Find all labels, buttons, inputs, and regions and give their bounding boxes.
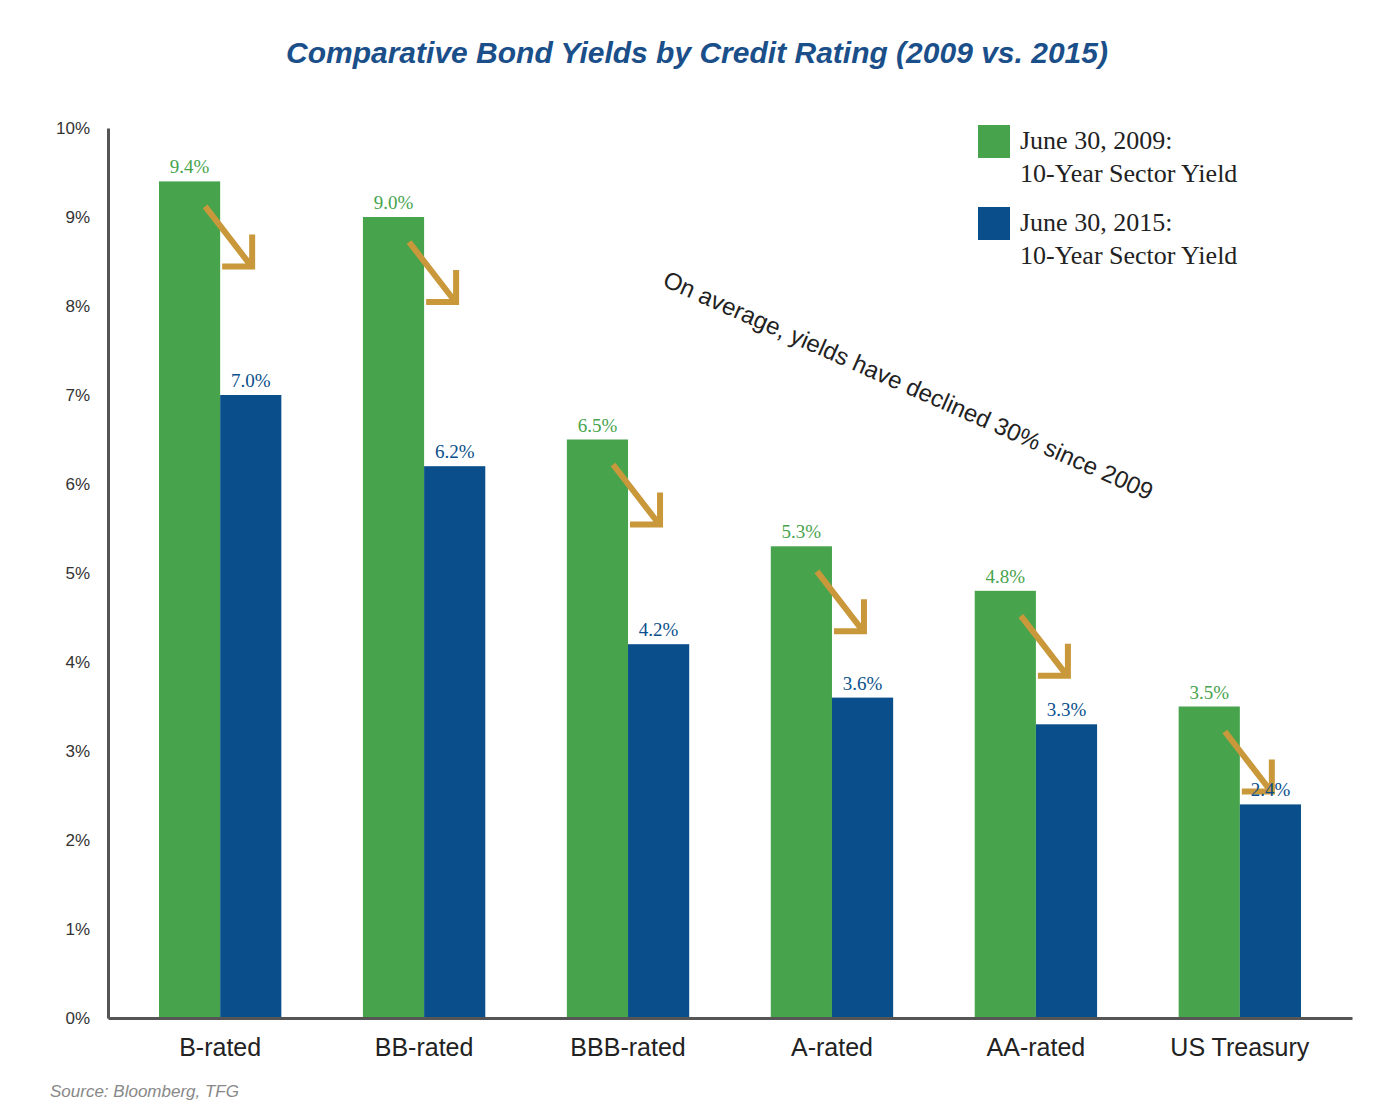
tick: 7% xyxy=(65,386,108,405)
legend-swatch xyxy=(978,207,1010,240)
tick-label: 10% xyxy=(56,119,90,138)
tick-label: BB-rated xyxy=(375,1033,474,1061)
data-label: 3.6% xyxy=(843,673,883,694)
title: Comparative Bond Yields by Credit Rating… xyxy=(286,36,1108,69)
data-label: 4.8% xyxy=(986,566,1026,587)
tick: 9% xyxy=(65,208,108,227)
arrow xyxy=(1021,616,1068,676)
tick-label: A-rated xyxy=(791,1033,873,1061)
bar xyxy=(975,591,1036,1018)
chart: Comparative Bond Yields by Credit Rating… xyxy=(0,0,1394,1120)
tick: 8% xyxy=(65,297,108,316)
tick-label: 5% xyxy=(65,564,90,583)
data-label: 4.2% xyxy=(639,619,679,640)
data-label: 6.5% xyxy=(578,415,618,436)
bars xyxy=(159,181,1301,1018)
tick: 3% xyxy=(65,742,108,761)
data-label: 6.2% xyxy=(435,441,475,462)
bar xyxy=(1179,707,1240,1019)
tick: BB-rated xyxy=(375,1018,474,1061)
tick: A-rated xyxy=(791,1018,873,1061)
bar xyxy=(159,181,220,1018)
bar xyxy=(567,440,628,1019)
bar xyxy=(220,395,281,1018)
tick-label: AA-rated xyxy=(987,1033,1086,1061)
tick: 4% xyxy=(65,653,108,672)
legend-label: June 30, 2015:10-Year Sector Yield xyxy=(1020,208,1237,270)
tick: US Treasury xyxy=(1170,1018,1309,1061)
data-label: 7.0% xyxy=(231,370,271,391)
x-axis: B-rated BB-rated BBB-rated A-rated AA-rated U… xyxy=(109,1018,1353,1061)
tick: 0% xyxy=(65,1009,108,1028)
arrow xyxy=(205,206,252,266)
tick: 2% xyxy=(65,831,108,850)
data-label: 5.3% xyxy=(782,521,822,542)
tick-label: 4% xyxy=(65,653,90,672)
data-label: 2.4% xyxy=(1251,779,1291,800)
data-label: 3.5% xyxy=(1189,682,1229,703)
tick-label: 8% xyxy=(65,297,90,316)
data-labels: 9.4% 9.0% 6.5% 5.3% 4.8% 3.5% 7.0% 6.2% 4.2% 3.6%… xyxy=(170,156,1291,800)
tick-label: 0% xyxy=(65,1009,90,1028)
bar xyxy=(1036,724,1097,1018)
tick-label: 7% xyxy=(65,386,90,405)
arrow xyxy=(613,465,660,525)
tick: AA-rated xyxy=(987,1018,1086,1061)
axis-line xyxy=(107,129,110,1019)
tick-label: 9% xyxy=(65,208,90,227)
bar xyxy=(628,644,689,1018)
tick: 10% xyxy=(56,119,108,138)
arrow xyxy=(409,242,456,302)
tick: BBB-rated xyxy=(570,1018,685,1061)
tick-label: 3% xyxy=(65,742,90,761)
data-label: 9.4% xyxy=(170,156,210,177)
axis-line xyxy=(109,1017,1353,1020)
legend-swatch xyxy=(978,125,1010,158)
legend-label: June 30, 2009:10-Year Sector Yield xyxy=(1020,126,1237,188)
tick: 1% xyxy=(65,920,108,939)
bar xyxy=(832,698,893,1018)
tick-label: BBB-rated xyxy=(570,1033,685,1061)
arrow xyxy=(817,571,864,631)
y-axis: 0% 1% 2% 3% 4% 5% 6% 7% 8% 9% 10% xyxy=(56,119,109,1028)
bar xyxy=(1240,804,1301,1018)
tick: 6% xyxy=(65,475,108,494)
data-label: 9.0% xyxy=(374,192,414,213)
tick-label: 2% xyxy=(65,831,90,850)
tick-label: 1% xyxy=(65,920,90,939)
tick-label: US Treasury xyxy=(1170,1033,1309,1061)
arrows xyxy=(205,206,1272,791)
bar xyxy=(363,217,424,1018)
tick-label: B-rated xyxy=(179,1033,261,1061)
tick-label: 6% xyxy=(65,475,90,494)
data-label: 3.3% xyxy=(1047,699,1087,720)
source: Source: Bloomberg, TFG xyxy=(50,1082,239,1101)
annotation: On average, yields have declined 30% sin… xyxy=(659,265,1157,505)
bar xyxy=(424,466,485,1018)
tick: B-rated xyxy=(179,1018,261,1061)
legend: June 30, 2009:10-Year Sector Yield June 3… xyxy=(978,125,1237,270)
tick: 5% xyxy=(65,564,108,583)
bar xyxy=(771,546,832,1018)
